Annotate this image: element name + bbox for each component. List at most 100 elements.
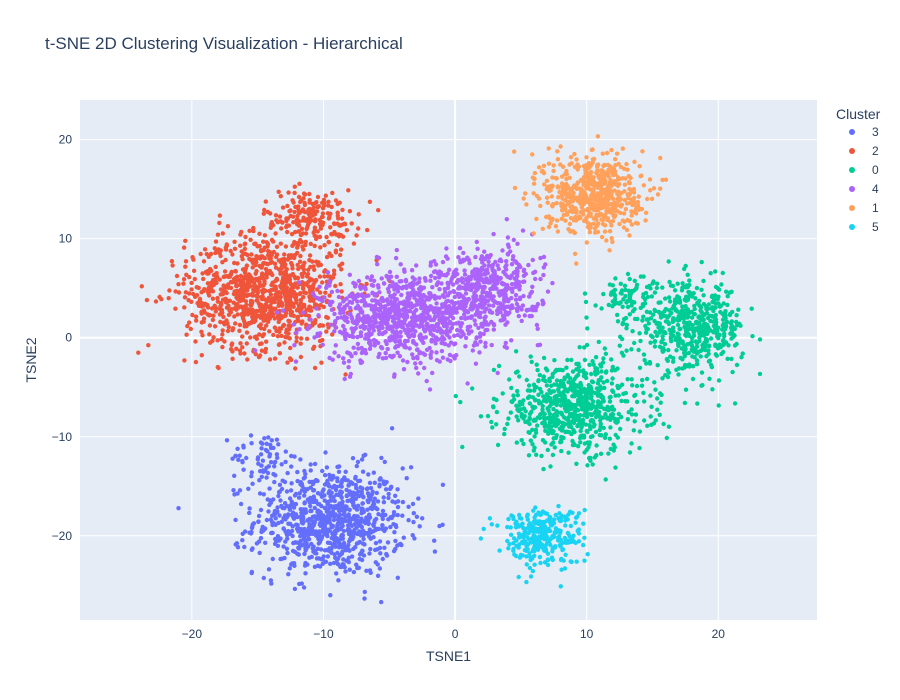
data-point <box>260 524 265 530</box>
data-point <box>565 357 570 363</box>
data-point <box>367 551 372 556</box>
data-point <box>322 525 328 530</box>
data-point <box>360 548 365 553</box>
data-point <box>476 325 481 331</box>
data-point <box>527 307 532 312</box>
data-point <box>550 417 556 422</box>
data-point <box>533 398 538 403</box>
data-point <box>533 276 538 282</box>
data-point <box>339 216 345 221</box>
data-point <box>514 414 519 419</box>
data-point <box>302 563 308 568</box>
data-point <box>176 290 182 295</box>
data-point <box>411 519 416 525</box>
data-point <box>433 306 438 311</box>
data-point <box>212 324 218 329</box>
data-point <box>332 311 337 317</box>
data-point <box>509 385 514 391</box>
data-point <box>480 260 485 265</box>
data-point <box>719 282 724 287</box>
data-point <box>264 323 269 328</box>
data-point <box>395 575 400 580</box>
data-point <box>328 498 333 503</box>
data-point <box>477 350 482 355</box>
data-point <box>361 553 367 558</box>
data-point <box>296 229 302 234</box>
data-point <box>544 383 550 388</box>
data-point <box>194 318 199 323</box>
data-point <box>200 333 205 338</box>
data-point <box>721 349 726 355</box>
data-point <box>623 399 628 404</box>
data-point <box>491 231 496 237</box>
data-point <box>472 267 478 272</box>
data-point <box>663 319 669 324</box>
data-point <box>369 324 374 330</box>
data-point <box>699 259 704 265</box>
data-point <box>629 377 634 382</box>
data-point <box>725 356 730 361</box>
data-point <box>613 368 618 373</box>
data-point <box>437 287 442 292</box>
data-point <box>273 286 279 291</box>
data-point <box>379 297 384 302</box>
data-point <box>531 382 537 387</box>
data-point <box>462 257 467 263</box>
data-point <box>310 207 315 212</box>
data-point <box>517 296 523 302</box>
data-point <box>327 515 332 520</box>
data-point <box>290 214 296 219</box>
data-point <box>713 305 718 310</box>
data-point <box>429 337 434 342</box>
data-point <box>661 421 666 427</box>
data-point <box>451 282 456 287</box>
data-point <box>625 304 631 310</box>
data-point <box>257 303 262 309</box>
data-point <box>342 306 347 311</box>
data-point <box>215 338 220 343</box>
data-point <box>707 358 713 363</box>
data-point <box>301 267 306 272</box>
data-point <box>292 586 298 592</box>
data-point <box>542 182 547 187</box>
data-point <box>269 438 274 443</box>
data-point <box>722 311 727 316</box>
data-point <box>608 425 613 430</box>
data-point <box>295 245 300 250</box>
data-point <box>431 269 437 275</box>
data-point <box>706 351 711 356</box>
data-point <box>240 460 245 465</box>
data-point <box>320 518 325 524</box>
data-point <box>344 487 349 493</box>
data-point <box>307 294 312 299</box>
data-point <box>491 321 496 327</box>
data-point <box>534 452 539 457</box>
data-point <box>249 470 254 475</box>
data-point <box>386 495 391 501</box>
data-point <box>317 284 322 289</box>
data-point <box>295 206 301 211</box>
data-point <box>477 334 483 339</box>
data-point <box>445 316 450 321</box>
data-point <box>260 458 266 463</box>
data-point <box>546 146 551 151</box>
data-point <box>674 348 679 353</box>
data-point <box>346 365 351 370</box>
data-point <box>582 345 587 350</box>
data-point <box>370 489 375 494</box>
data-point <box>393 538 398 544</box>
data-point <box>249 570 254 576</box>
data-point <box>734 313 739 318</box>
data-point <box>414 514 420 519</box>
data-point <box>559 412 565 417</box>
data-point <box>316 204 322 209</box>
data-point <box>230 456 235 461</box>
data-point <box>359 359 365 365</box>
data-point <box>318 323 323 328</box>
data-point <box>344 228 350 233</box>
data-point <box>377 290 382 295</box>
data-point <box>399 312 405 318</box>
data-point <box>284 302 289 308</box>
data-point <box>579 397 584 403</box>
